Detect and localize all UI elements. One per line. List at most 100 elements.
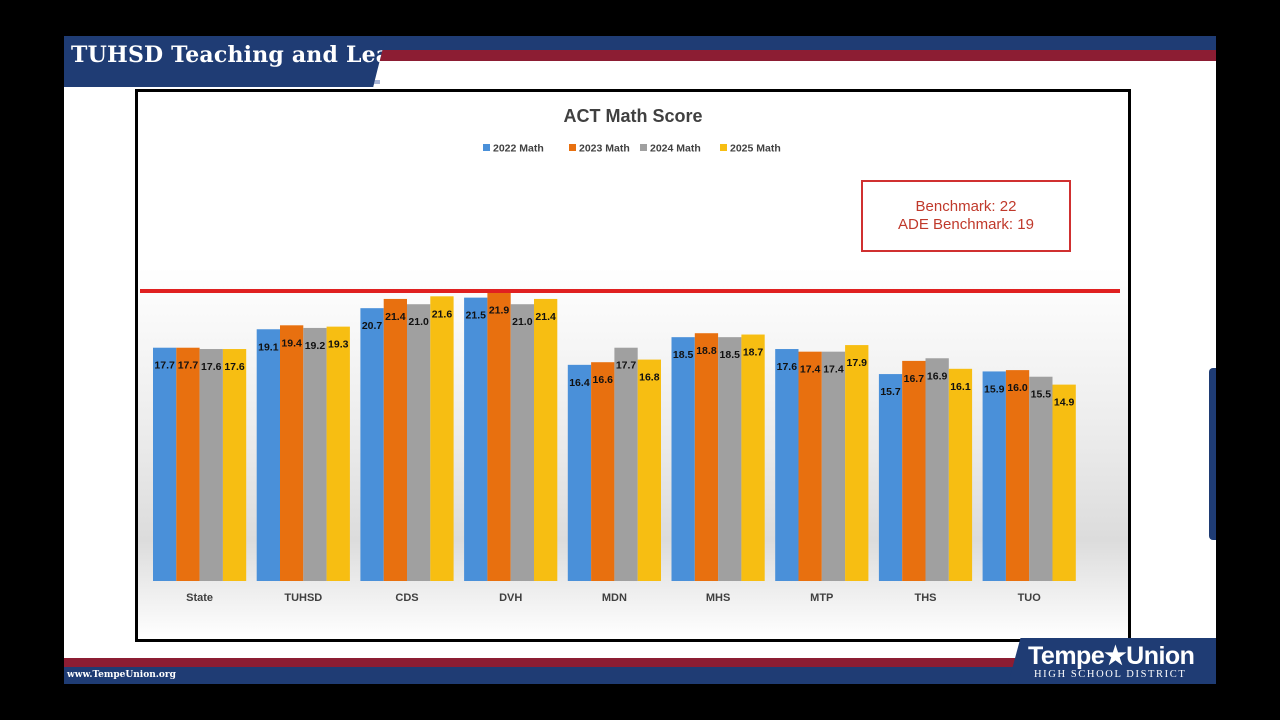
bar-ths-3	[925, 358, 949, 581]
data-label-ths-2: 16.7	[904, 373, 925, 385]
bar-state-1	[153, 347, 177, 581]
data-label-mhs-4: 18.7	[743, 347, 764, 359]
legend-label-1: 2022 Math	[493, 143, 544, 155]
chart-frame: ACT Math Score 2022 Math 2023 Math 2024 Ma…	[135, 89, 1131, 642]
legend-swatch-3	[640, 144, 647, 151]
data-label-mhs-1: 18.5	[673, 349, 694, 361]
x-tick-state: State	[186, 592, 213, 604]
footer-stripe-red	[64, 658, 1216, 667]
bar-mtp-4	[845, 345, 869, 581]
bar-cds-1	[360, 308, 384, 581]
x-tick-cds: CDS	[395, 592, 418, 604]
bar-mtp-2	[798, 351, 822, 581]
data-label-tuhsd-2: 19.4	[281, 337, 302, 349]
scroll-handle	[1209, 368, 1216, 540]
act-math-chart: ACT Math Score 2022 Math 2023 Math 2024 Ma…	[140, 106, 1120, 604]
bar-ths-4	[948, 368, 973, 581]
legend-swatch-2	[569, 144, 576, 151]
bar-mhs-2	[694, 333, 719, 581]
bar-layer	[153, 292, 1076, 581]
bar-mdn-2	[591, 362, 615, 581]
data-label-mdn-1: 16.4	[569, 377, 590, 389]
slide: TUHSD Teaching and Learning ACT Math Sco…	[64, 36, 1216, 684]
bar-ths-1	[878, 374, 903, 581]
x-tick-mtp: MTP	[810, 592, 833, 604]
data-label-tuo-2: 16.0	[1007, 382, 1028, 394]
benchmark-text-1: Benchmark: 22	[916, 198, 1017, 215]
bar-tuhsd-3	[303, 327, 327, 581]
header-stripe-red	[64, 50, 1216, 61]
bar-dvh-3	[510, 304, 534, 581]
bar-cds-2	[383, 298, 407, 581]
data-label-mhs-3: 18.5	[720, 349, 741, 361]
benchmark-text-2: ADE Benchmark: 19	[898, 216, 1034, 233]
x-tick-ths: THS	[915, 592, 937, 604]
bar-cds-4	[430, 296, 454, 581]
data-label-state-1: 17.7	[154, 360, 175, 372]
data-label-cds-1: 20.7	[362, 320, 383, 332]
benchmark-box	[861, 180, 1071, 252]
data-label-dvh-1: 21.5	[466, 310, 487, 322]
data-label-state-2: 17.7	[178, 360, 199, 372]
bar-state-4	[222, 349, 247, 581]
bar-mdn-4	[637, 359, 661, 581]
data-label-dvh-2: 21.9	[489, 304, 510, 316]
bar-mhs-1	[671, 337, 695, 581]
data-label-tuo-3: 15.5	[1031, 389, 1052, 401]
x-tick-tuhsd: TUHSD	[284, 592, 322, 604]
chart-legend: 2022 Math 2023 Math 2024 Math 2025 Math	[483, 143, 781, 155]
footer-stripe-navy	[64, 667, 1216, 684]
bar-mhs-4	[741, 334, 765, 581]
data-label-tuhsd-4: 19.3	[328, 339, 349, 351]
bar-cds-3	[407, 304, 431, 581]
data-label-cds-2: 21.4	[385, 311, 406, 323]
legend-label-2: 2023 Math	[579, 143, 630, 155]
data-label-mdn-4: 16.8	[639, 372, 660, 384]
bar-state-2	[176, 347, 200, 581]
x-axis-ticks: State TUHSD CDS DVH MDN MHS MTP THS TUO	[186, 592, 1041, 604]
data-label-mtp-2: 17.4	[800, 364, 821, 376]
data-label-state-4: 17.6	[224, 361, 245, 373]
legend-swatch-1	[483, 144, 490, 151]
data-label-dvh-3: 21.0	[512, 316, 533, 328]
bar-state-3	[199, 349, 223, 581]
legend-label-4: 2025 Math	[730, 143, 781, 155]
bar-ths-2	[902, 360, 926, 581]
data-label-ths-1: 15.7	[880, 386, 901, 398]
data-label-state-3: 17.6	[201, 361, 222, 373]
data-label-layer: 17.7 17.7 17.6 17.619.1 19.4 19.2 19.320.721.4…	[154, 304, 1074, 408]
bar-tuhsd-2	[280, 325, 304, 581]
bar-dvh-1	[464, 297, 488, 581]
legend-swatch-4	[720, 144, 727, 151]
data-label-mdn-3: 17.7	[616, 360, 637, 372]
data-label-mtp-3: 17.4	[823, 364, 844, 376]
data-label-tuhsd-1: 19.1	[258, 341, 279, 353]
data-label-ths-3: 16.9	[927, 370, 948, 382]
district-logo: Tempe★Union HIGH SCHOOL DISTRICT	[1008, 638, 1216, 684]
x-tick-dvh: DVH	[499, 592, 522, 604]
data-label-mdn-2: 16.6	[593, 374, 614, 386]
bar-dvh-4	[534, 298, 558, 581]
data-label-tuo-1: 15.9	[984, 383, 1005, 395]
data-label-dvh-4: 21.4	[535, 311, 556, 323]
data-label-mhs-2: 18.8	[696, 345, 717, 357]
data-label-tuo-4: 14.9	[1054, 397, 1075, 409]
data-label-mtp-4: 17.9	[847, 357, 868, 369]
data-label-cds-4: 21.6	[432, 308, 453, 320]
bar-mdn-3	[614, 347, 638, 581]
footer-url: www.TempeUnion.org	[67, 670, 176, 680]
legend-label-3: 2024 Math	[650, 143, 701, 155]
data-label-ths-4: 16.1	[950, 381, 971, 393]
logo-subtitle: HIGH SCHOOL DISTRICT	[1034, 669, 1187, 680]
data-label-mtp-1: 17.6	[777, 361, 798, 373]
bar-tuo-3	[1029, 376, 1053, 581]
x-tick-mdn: MDN	[602, 592, 627, 604]
bar-mdn-1	[567, 364, 592, 581]
bar-mtp-3	[821, 351, 846, 581]
data-label-tuhsd-3: 19.2	[305, 340, 326, 352]
slide-title: TUHSD Teaching and Learning	[71, 42, 459, 68]
bar-tuhsd-4	[326, 326, 350, 581]
chart-title: ACT Math Score	[563, 106, 702, 126]
bar-tuo-1	[982, 371, 1006, 581]
